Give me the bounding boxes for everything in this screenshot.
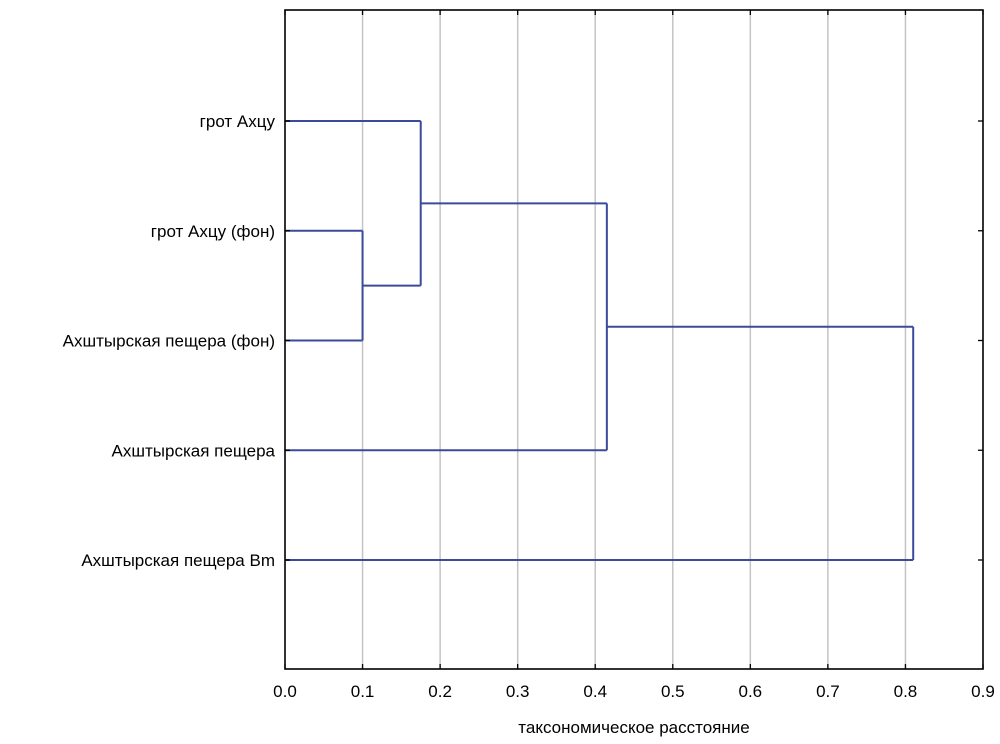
tick-layer (284, 10, 984, 669)
x-tick-label: 0.7 (816, 682, 840, 701)
leaf-label: Ахштырская пещера (фон) (63, 332, 275, 351)
leaf-label: Ахштырская пещера Вm (81, 551, 275, 570)
x-tick-label: 0.0 (273, 682, 297, 701)
x-axis-title: таксономическое расстояние (518, 718, 749, 737)
x-tick-label: 0.1 (351, 682, 375, 701)
leaf-label: грот Ахцу (фон) (151, 222, 275, 241)
leaf-label: грот Ахцу (200, 112, 276, 131)
x-tick-label: 0.5 (661, 682, 685, 701)
label-layer: 0.0 0.1 0.2 0.3 0.4 0.5 0.6 0.7 0.8 0.9 грот Ахцу г… (63, 112, 995, 701)
x-tick-label: 0.2 (428, 682, 452, 701)
tree-layer (285, 120, 915, 561)
x-tick-label: 0.4 (583, 682, 607, 701)
plot-frame (284, 9, 984, 670)
x-tick-label: 0.6 (739, 682, 763, 701)
grid-layer (361, 10, 907, 669)
x-tick-label: 0.8 (894, 682, 918, 701)
leaf-label: Ахштырская пещера (112, 441, 276, 460)
x-tick-label: 0.9 (971, 682, 995, 701)
x-tick-label: 0.3 (506, 682, 530, 701)
